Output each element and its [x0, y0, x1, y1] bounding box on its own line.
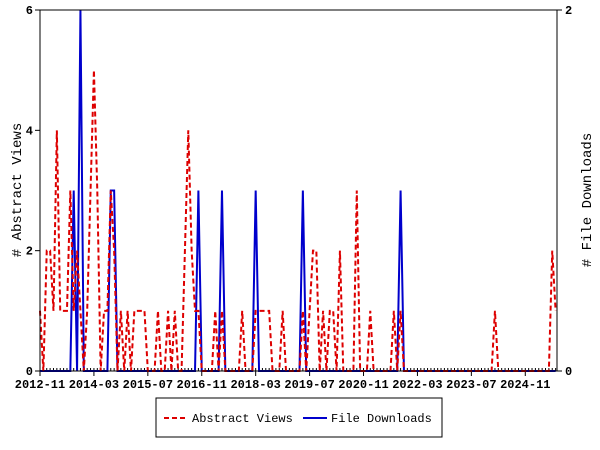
x-tick-label: 2018-03 — [230, 378, 280, 392]
y-axis-right: 02 — [557, 4, 572, 379]
x-tick-label: 2014-03 — [69, 378, 119, 392]
y-axis-title-left: # Abstract Views — [10, 123, 26, 257]
legend-label-abstract-views: Abstract Views — [192, 412, 293, 426]
x-tick-label: 2015-07 — [123, 378, 173, 392]
x-tick-label: 2012-11 — [15, 378, 65, 392]
y-tick-label: 4 — [26, 124, 33, 138]
y-axis-title-right: # File Downloads — [580, 133, 596, 267]
y2-tick-label: 2 — [565, 4, 572, 18]
legend: Abstract Views File Downloads — [155, 397, 443, 438]
series-lines — [39, 9, 557, 372]
series-line-file-downloads — [40, 9, 556, 372]
y2-tick-label: 0 — [565, 365, 572, 379]
y-tick-label: 6 — [26, 4, 33, 18]
x-tick-label: 2024-11 — [500, 378, 550, 392]
x-tick-label: 2023-07 — [446, 378, 496, 392]
y-axis-left: 0 2 4 6 — [26, 4, 40, 379]
y-tick-label: 2 — [26, 245, 33, 259]
legend-label-file-downloads: File Downloads — [331, 412, 432, 426]
x-tick-label: 2019-07 — [284, 378, 334, 392]
x-tick-label: 2016-11 — [177, 378, 227, 392]
legend-box — [155, 397, 443, 438]
x-axis: 2012-11 2014-03 2015-07 2016-11 2018-03 2019-… — [15, 368, 557, 392]
x-tick-label: 2022-03 — [392, 378, 442, 392]
y-tick-label: 0 — [26, 365, 33, 379]
plot-frame — [39, 9, 558, 372]
x-tick-label: 2020-11 — [338, 378, 388, 392]
